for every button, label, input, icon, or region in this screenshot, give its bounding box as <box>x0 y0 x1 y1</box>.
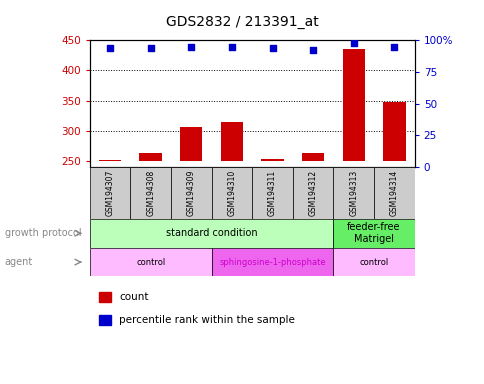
Point <box>309 47 317 53</box>
Point <box>349 40 357 46</box>
Bar <box>252 167 292 219</box>
Bar <box>373 167 414 219</box>
Bar <box>170 167 211 219</box>
Point <box>227 44 235 50</box>
Text: control: control <box>136 258 165 266</box>
Bar <box>211 248 333 276</box>
Bar <box>333 248 414 276</box>
Text: count: count <box>119 292 148 302</box>
Bar <box>130 167 170 219</box>
Point <box>390 44 397 50</box>
Bar <box>382 102 405 161</box>
Point <box>187 44 195 50</box>
Text: GDS2832 / 213391_at: GDS2832 / 213391_at <box>166 15 318 29</box>
Text: GSM194308: GSM194308 <box>146 170 155 216</box>
Point <box>147 45 154 51</box>
Bar <box>180 127 202 161</box>
Bar <box>333 167 373 219</box>
Bar <box>292 167 333 219</box>
Bar <box>261 159 283 161</box>
Text: GSM194313: GSM194313 <box>348 170 358 216</box>
Bar <box>90 248 211 276</box>
Bar <box>333 219 414 248</box>
Bar <box>99 292 111 302</box>
Text: GSM194309: GSM194309 <box>186 170 196 216</box>
Text: standard condition: standard condition <box>166 228 257 238</box>
Bar <box>211 167 252 219</box>
Bar <box>90 219 333 248</box>
Text: sphingosine-1-phosphate: sphingosine-1-phosphate <box>219 258 325 266</box>
Text: GSM194312: GSM194312 <box>308 170 317 216</box>
Bar <box>342 49 364 161</box>
Text: GSM194314: GSM194314 <box>389 170 398 216</box>
Bar <box>99 160 121 161</box>
Point <box>106 45 114 51</box>
Text: GSM194307: GSM194307 <box>106 170 114 216</box>
Bar <box>302 153 324 161</box>
Bar <box>99 315 111 325</box>
Text: control: control <box>359 258 388 266</box>
Bar <box>90 167 130 219</box>
Text: growth protocol: growth protocol <box>5 228 81 238</box>
Bar <box>139 152 162 161</box>
Text: feeder-free
Matrigel: feeder-free Matrigel <box>347 222 400 244</box>
Bar <box>220 122 242 161</box>
Text: percentile rank within the sample: percentile rank within the sample <box>119 315 294 325</box>
Point <box>268 45 276 51</box>
Text: GSM194311: GSM194311 <box>268 170 276 216</box>
Text: agent: agent <box>5 257 33 267</box>
Text: GSM194310: GSM194310 <box>227 170 236 216</box>
